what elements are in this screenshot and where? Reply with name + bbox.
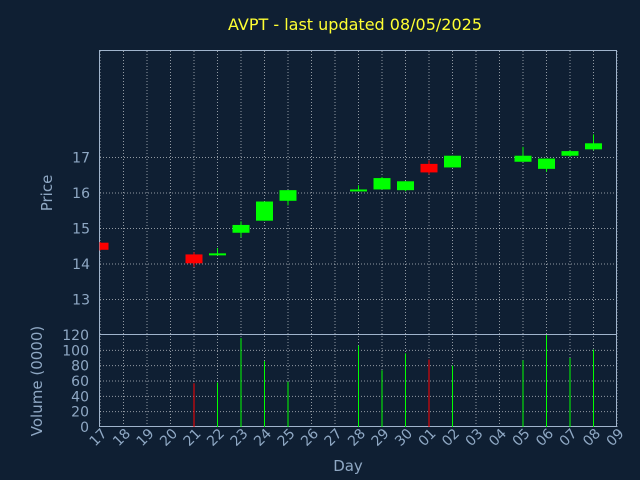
volume-tick-label: 0	[80, 420, 89, 436]
x-tick-label: 25	[275, 426, 299, 450]
candle-body	[279, 190, 297, 201]
x-tick-label: 01	[416, 426, 440, 450]
x-tick-label: 05	[510, 426, 534, 450]
x-axis-label: Day	[333, 457, 363, 475]
candle-body	[585, 143, 602, 150]
candle-body	[397, 181, 414, 191]
x-tick-label: 09	[604, 426, 628, 450]
candle-body	[232, 224, 250, 233]
x-tick-label: 22	[204, 426, 228, 450]
x-tick-label: 19	[134, 426, 158, 450]
candle-body	[373, 178, 391, 190]
candle-body	[538, 158, 555, 169]
volume-axis-label: Volume (0000)	[28, 326, 46, 436]
volume-tick-label: 20	[71, 405, 89, 421]
price-tick-labels: 13 14 15 16 17	[72, 151, 90, 309]
x-tick-label: 03	[463, 426, 487, 450]
volume-tick-label: 40	[71, 389, 89, 405]
candle-body	[350, 189, 367, 192]
x-tick-label: 08	[580, 426, 604, 450]
volume-tick-label: 60	[71, 374, 89, 390]
candle-body	[185, 254, 203, 264]
x-tick-labels: 17 18 19 20 21 22 23 24 25 26 27 28 29 30 01 02 03 04 05 06…	[87, 426, 628, 450]
price-tick-label: 16	[72, 186, 90, 202]
x-tick-label: 06	[533, 426, 557, 450]
candle-body	[561, 151, 579, 156]
x-tick-label: 20	[157, 426, 181, 450]
price-tick-label: 14	[72, 257, 90, 273]
x-tick-label: 29	[369, 426, 393, 450]
candle-body	[514, 155, 532, 162]
volume-bars	[193, 335, 594, 427]
x-tick-label: 17	[87, 426, 111, 450]
price-tick-label: 15	[72, 222, 90, 238]
x-tick-label: 04	[486, 426, 510, 450]
price-tick-label: 13	[72, 293, 90, 309]
volume-tick-label: 80	[71, 359, 89, 375]
candle-body	[256, 201, 273, 221]
chart-title: AVPT - last updated 08/05/2025	[228, 15, 482, 34]
candle-body	[209, 253, 226, 256]
x-tick-label: 26	[298, 426, 322, 450]
x-tick-label: 27	[322, 426, 346, 450]
candle-body	[420, 163, 438, 173]
x-tick-label: 24	[251, 426, 275, 450]
x-tick-label: 07	[557, 426, 581, 450]
volume-tick-label: 120	[62, 328, 89, 344]
x-tick-label: 28	[345, 426, 369, 450]
x-tick-label: 30	[392, 426, 416, 450]
price-axis-label: Price	[38, 175, 56, 212]
price-tick-label: 17	[72, 151, 90, 167]
candle-body	[100, 242, 109, 250]
candle-body	[444, 155, 461, 168]
x-tick-label: 18	[110, 426, 134, 450]
volume-tick-label: 100	[62, 343, 89, 359]
x-tick-label: 23	[228, 426, 252, 450]
x-tick-label: 02	[439, 426, 463, 450]
candlesticks	[99, 134, 602, 267]
x-tick-label: 21	[181, 426, 205, 450]
